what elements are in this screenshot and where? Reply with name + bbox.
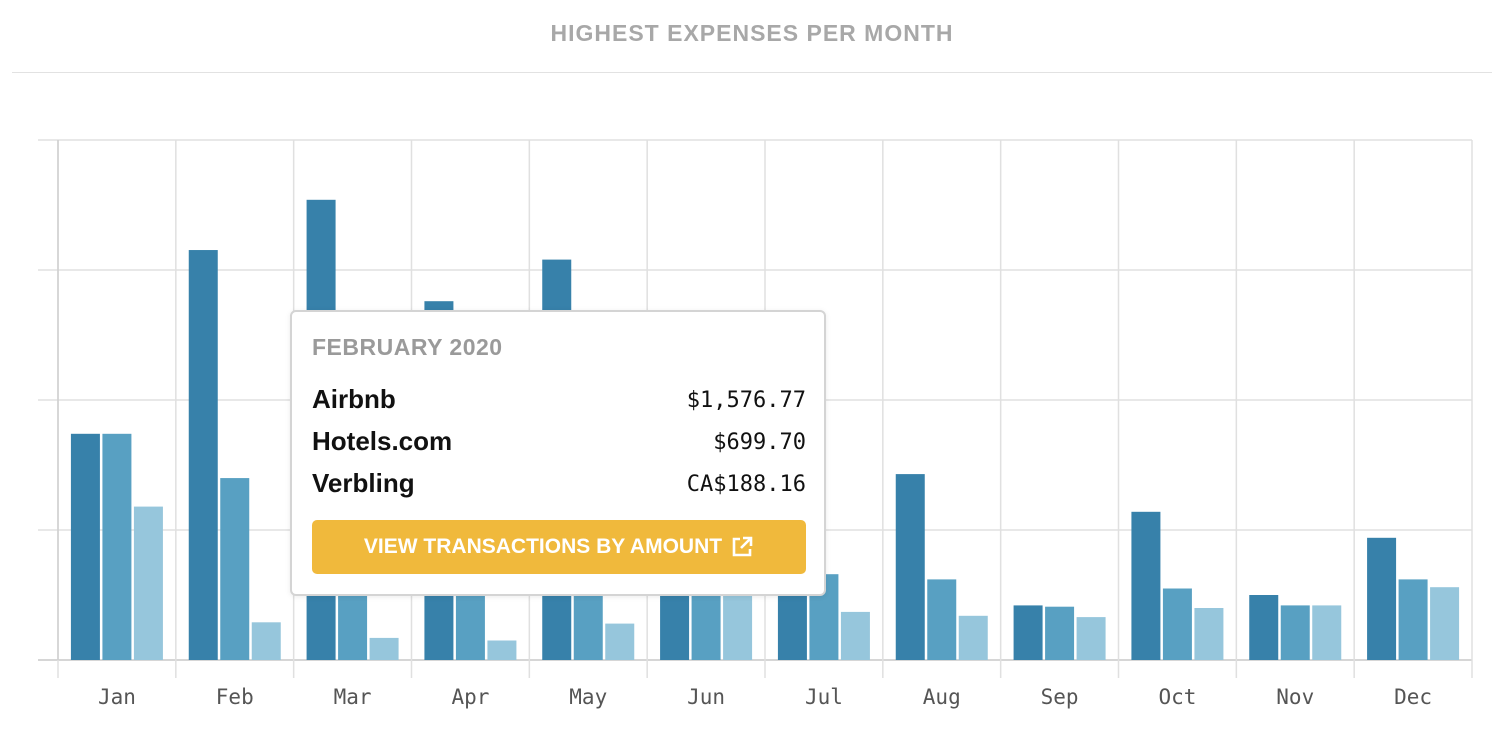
bar bbox=[605, 623, 635, 660]
merchant-amount: $699.70 bbox=[713, 430, 806, 455]
x-tick-label: Oct bbox=[1158, 685, 1196, 709]
month-tooltip: FEBRUARY 2020 Airbnb $1,576.77 Hotels.co… bbox=[290, 310, 826, 596]
x-tick-label: Sep bbox=[1041, 685, 1079, 709]
bar bbox=[1312, 605, 1342, 660]
bar bbox=[1249, 595, 1279, 660]
bar bbox=[927, 579, 957, 660]
bar bbox=[1280, 605, 1310, 660]
chart-title: HIGHEST EXPENSES PER MONTH bbox=[550, 20, 954, 46]
bar bbox=[251, 622, 281, 660]
x-tick-label: Nov bbox=[1276, 685, 1314, 709]
tooltip-row: Hotels.com $699.70 bbox=[312, 426, 806, 462]
bar bbox=[133, 506, 163, 660]
bar bbox=[691, 592, 721, 660]
title-divider bbox=[12, 72, 1492, 73]
bar bbox=[895, 474, 925, 660]
bar bbox=[487, 640, 517, 660]
merchant-name: Hotels.com bbox=[312, 426, 453, 456]
bar bbox=[573, 592, 603, 660]
bar bbox=[1367, 537, 1397, 660]
bar bbox=[220, 478, 250, 660]
merchant-amount: CA$188.16 bbox=[686, 472, 806, 497]
bar bbox=[1430, 587, 1460, 660]
merchant-amount: $1,576.77 bbox=[686, 388, 806, 413]
bar bbox=[1194, 608, 1224, 660]
merchant-name: Verbling bbox=[312, 468, 415, 498]
x-tick-label: Jan bbox=[98, 685, 136, 709]
bar bbox=[455, 592, 485, 660]
bar bbox=[188, 250, 218, 660]
tooltip-row: Verbling CA$188.16 bbox=[312, 468, 806, 504]
bar bbox=[1045, 606, 1075, 660]
bar bbox=[338, 592, 368, 660]
x-tick-label: May bbox=[569, 685, 607, 709]
x-tick-label: Jul bbox=[805, 685, 843, 709]
external-link-icon bbox=[732, 536, 753, 557]
bar bbox=[1076, 617, 1106, 660]
bar bbox=[723, 592, 753, 660]
tooltip-heading: FEBRUARY 2020 bbox=[312, 334, 503, 360]
bar bbox=[1131, 511, 1161, 660]
merchant-name: Airbnb bbox=[312, 384, 396, 414]
x-tick-label: Mar bbox=[334, 685, 372, 709]
view-transactions-label: VIEW TRANSACTIONS BY AMOUNT bbox=[363, 535, 723, 558]
x-tick-label: Aug bbox=[923, 685, 961, 709]
bar bbox=[369, 637, 399, 660]
x-tick-label: Dec bbox=[1394, 685, 1432, 709]
bar bbox=[70, 433, 100, 660]
tooltip-row: Airbnb $1,576.77 bbox=[312, 384, 806, 420]
x-tick-label: Feb bbox=[216, 685, 254, 709]
bar bbox=[102, 433, 132, 660]
x-tick-label: Apr bbox=[451, 685, 489, 709]
bar bbox=[1398, 579, 1428, 660]
view-transactions-button[interactable]: VIEW TRANSACTIONS BY AMOUNT bbox=[312, 520, 806, 574]
x-tick-label: Jun bbox=[687, 685, 725, 709]
bar bbox=[1162, 588, 1192, 660]
bar bbox=[1013, 605, 1043, 660]
bar bbox=[958, 615, 988, 660]
bar bbox=[840, 611, 870, 660]
